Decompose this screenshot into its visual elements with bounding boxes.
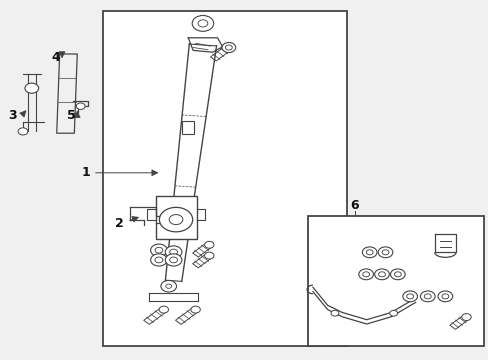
Circle shape <box>169 215 183 225</box>
Circle shape <box>198 20 207 27</box>
Circle shape <box>366 250 372 255</box>
Circle shape <box>204 252 214 259</box>
Circle shape <box>394 272 401 277</box>
Circle shape <box>18 128 28 135</box>
Circle shape <box>441 294 448 299</box>
Circle shape <box>150 244 167 256</box>
Circle shape <box>377 247 392 258</box>
Bar <box>102 11 346 346</box>
Circle shape <box>420 291 434 302</box>
Circle shape <box>402 291 417 302</box>
Bar <box>155 196 196 239</box>
Circle shape <box>437 291 452 302</box>
Circle shape <box>169 249 177 255</box>
Circle shape <box>192 15 213 31</box>
Text: 4: 4 <box>52 51 61 64</box>
Circle shape <box>389 310 397 316</box>
Circle shape <box>406 294 413 299</box>
Circle shape <box>165 246 182 258</box>
Text: 5: 5 <box>66 109 75 122</box>
Circle shape <box>424 294 430 299</box>
Circle shape <box>159 207 192 232</box>
Circle shape <box>362 272 369 277</box>
Circle shape <box>190 306 200 313</box>
Bar <box>182 121 194 134</box>
Circle shape <box>155 247 163 253</box>
Circle shape <box>461 314 470 320</box>
Circle shape <box>150 254 167 266</box>
Circle shape <box>224 44 233 51</box>
Circle shape <box>330 310 338 316</box>
Circle shape <box>165 254 182 266</box>
Circle shape <box>159 306 168 313</box>
Text: 3: 3 <box>8 109 17 122</box>
Circle shape <box>225 45 232 50</box>
Circle shape <box>358 269 373 280</box>
Bar <box>307 216 483 346</box>
Circle shape <box>165 284 171 288</box>
Circle shape <box>222 42 235 53</box>
Circle shape <box>25 83 39 93</box>
Circle shape <box>374 269 388 280</box>
Text: 1: 1 <box>81 166 90 179</box>
Text: 6: 6 <box>349 199 358 212</box>
Circle shape <box>204 241 214 248</box>
Text: 2: 2 <box>115 217 124 230</box>
Circle shape <box>381 250 388 255</box>
Circle shape <box>76 103 85 109</box>
Circle shape <box>362 247 376 258</box>
Circle shape <box>161 280 176 292</box>
Circle shape <box>378 272 385 277</box>
Circle shape <box>390 269 405 280</box>
Circle shape <box>155 257 163 263</box>
Circle shape <box>169 257 177 263</box>
